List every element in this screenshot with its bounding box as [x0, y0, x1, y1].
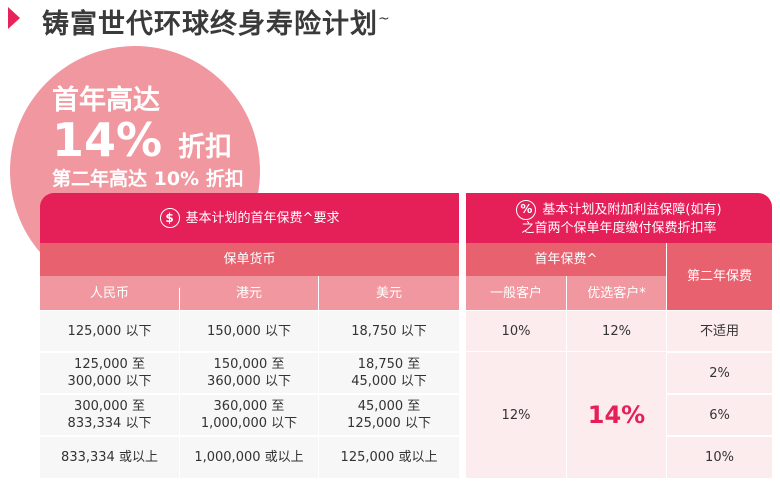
- title-marker-icon: [8, 7, 20, 29]
- right-table-header: % 基本计划及附加利益保障(如有) 之首两个保单年度缴付保费折扣率: [466, 193, 772, 243]
- table-cell: 18,750 至 45,000 以下: [319, 353, 459, 393]
- second-year-rate: 不适用: [667, 311, 772, 351]
- currency-group-header: 保单货币: [40, 243, 459, 276]
- page-title: 铸富世代环球终身寿险计划~: [42, 2, 391, 41]
- col-general: 一般客户: [466, 276, 566, 310]
- table-cell: 125,000 以下: [40, 311, 179, 351]
- right-header-line2: 之首两个保单年度缴付保费折扣率: [521, 220, 717, 236]
- table-cell: 150,000 至 360,000 以下: [180, 353, 318, 393]
- promo-pct: 14% 折扣: [52, 112, 232, 176]
- col-hkd: 港元: [180, 276, 318, 310]
- left-table-header: $ 基本计划的首年保费^要求: [40, 193, 459, 243]
- promo-pct-value: 14%: [52, 113, 163, 167]
- preferred-rate-rest: 14%: [567, 352, 666, 478]
- table-cell: 45,000 至 125,000 以下: [319, 395, 459, 435]
- table-cell: 360,000 至 1,000,000 以下: [180, 395, 318, 435]
- table-cell: 125,000 或以上: [319, 437, 459, 478]
- table-cell: 1,000,000 或以上: [180, 437, 318, 478]
- title-mark: ~: [378, 11, 391, 27]
- general-rate-row1: 10%: [466, 311, 566, 351]
- left-header-text: 基本计划的首年保费^要求: [185, 210, 340, 226]
- second-year-rate: 10%: [667, 437, 772, 478]
- table-cell: 125,000 至 300,000 以下: [40, 353, 179, 393]
- promo-line3: 第二年高达 10% 折扣: [52, 168, 244, 190]
- promo-pct-suffix: 折扣: [178, 132, 233, 163]
- title-text: 铸富世代环球终身寿险计划: [42, 9, 378, 40]
- second-year-rate: 2%: [667, 353, 772, 393]
- preferred-rate-row1: 12%: [567, 311, 666, 351]
- table-cell: 150,000 以下: [180, 311, 318, 351]
- percent-icon: %: [516, 199, 537, 220]
- second-year-header: 第二年保费: [667, 243, 772, 310]
- table-cell: 300,000 至 833,334 以下: [40, 395, 179, 435]
- general-rate-rest: 12%: [466, 352, 566, 478]
- table-cell: 833,334 或以上: [40, 437, 179, 478]
- right-header-line1: 基本计划及附加利益保障(如有): [542, 202, 722, 217]
- col-usd: 美元: [319, 276, 459, 310]
- table-cell: 18,750 以下: [319, 311, 459, 351]
- first-year-header: 首年保费^: [466, 243, 666, 276]
- col-preferred: 优选客户*: [567, 276, 666, 310]
- second-year-rate: 6%: [667, 395, 772, 435]
- col-rmb: 人民币: [40, 276, 179, 310]
- dollar-icon: $: [159, 208, 180, 228]
- promo-line1: 首年高达: [52, 85, 160, 116]
